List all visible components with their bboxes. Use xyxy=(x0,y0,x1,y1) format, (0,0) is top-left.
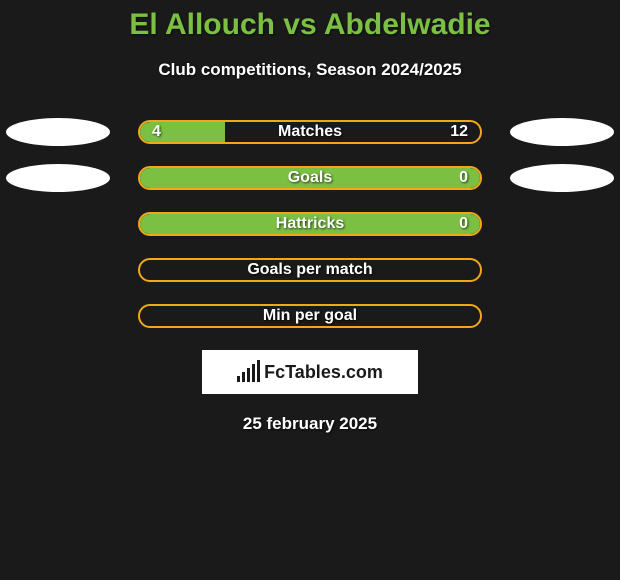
stat-left-value: 4 xyxy=(152,123,161,141)
comparison-infographic: El Allouch vs Abdelwadie Club competitio… xyxy=(0,0,620,434)
stat-row: Goals per match xyxy=(0,258,620,282)
player-left-avatar xyxy=(6,118,110,146)
avatar-placeholder xyxy=(510,302,614,330)
stat-right-value: 0 xyxy=(459,215,468,233)
stats-area: 4 Matches 12 Goals 0 Hattricks 0 Goals per matc… xyxy=(0,120,620,328)
avatar-placeholder xyxy=(510,256,614,284)
avatar-placeholder xyxy=(6,256,110,284)
logo-box: FcTables.com xyxy=(202,350,418,394)
logo-bars-icon xyxy=(237,362,260,382)
avatar-placeholder xyxy=(6,302,110,330)
player-right-avatar xyxy=(510,164,614,192)
stat-label: Min per goal xyxy=(263,307,357,325)
stat-bar: Goals 0 xyxy=(138,166,482,190)
player-right-avatar xyxy=(510,118,614,146)
stat-row: Hattricks 0 xyxy=(0,212,620,236)
stat-row: Goals 0 xyxy=(0,166,620,190)
avatar-placeholder xyxy=(510,210,614,238)
player-left-avatar xyxy=(6,164,110,192)
date-line: 25 february 2025 xyxy=(0,414,620,434)
stat-row: Min per goal xyxy=(0,304,620,328)
stat-bar: 4 Matches 12 xyxy=(138,120,482,144)
page-title: El Allouch vs Abdelwadie xyxy=(0,8,620,42)
logo-text: FcTables.com xyxy=(264,362,383,383)
stat-bar: Goals per match xyxy=(138,258,482,282)
stat-right-value: 0 xyxy=(459,169,468,187)
stat-label: Hattricks xyxy=(276,215,344,233)
avatar-placeholder xyxy=(6,210,110,238)
stat-label: Goals per match xyxy=(247,261,372,279)
stat-label: Matches xyxy=(278,123,342,141)
page-subtitle: Club competitions, Season 2024/2025 xyxy=(0,60,620,80)
stat-bar: Hattricks 0 xyxy=(138,212,482,236)
stat-label: Goals xyxy=(288,169,332,187)
stat-right-value: 12 xyxy=(450,123,468,141)
logo: FcTables.com xyxy=(237,362,383,383)
stat-row: 4 Matches 12 xyxy=(0,120,620,144)
stat-bar: Min per goal xyxy=(138,304,482,328)
